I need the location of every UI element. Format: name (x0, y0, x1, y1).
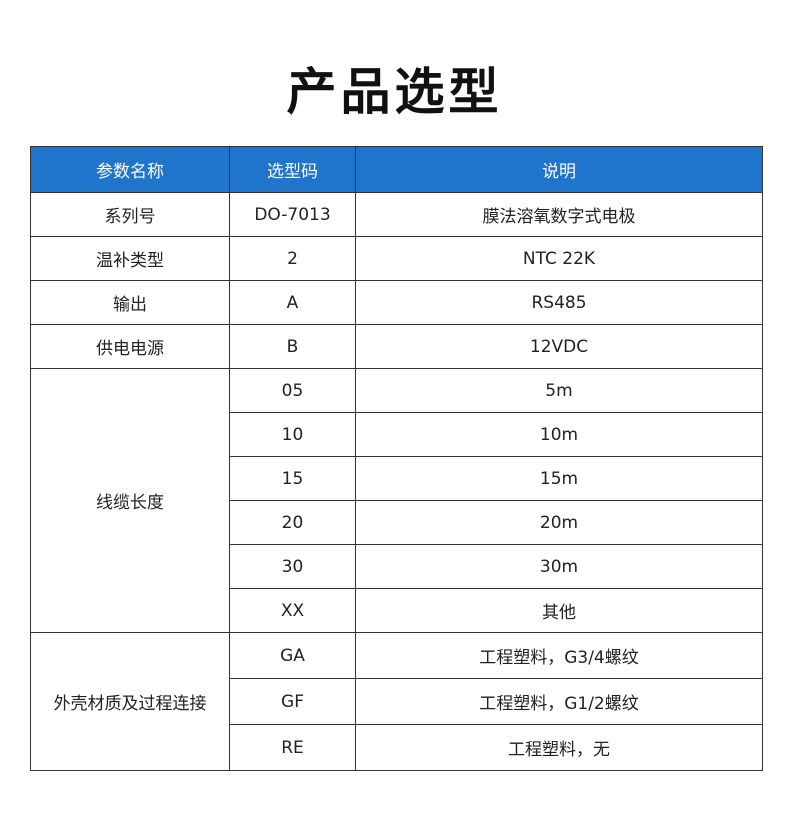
param-cell: 输出 (30, 280, 230, 325)
table-row: 供电电源 B 12VDC (30, 324, 763, 369)
code-cell: 05 (229, 368, 356, 413)
param-cell: 线缆长度 (30, 368, 230, 633)
table-row: 10 10m (31, 412, 763, 457)
desc-cell: RS485 (355, 280, 763, 325)
code-cell: 10 (229, 412, 356, 457)
table-row: 30 30m (31, 544, 763, 589)
desc-cell: 工程塑料，G3/4螺纹 (355, 632, 763, 679)
table-row: XX 其他 (31, 588, 763, 633)
table-row: 外壳材质及过程连接 GA 工程塑料，G3/4螺纹 (30, 632, 763, 771)
table-row: 输出 A RS485 (30, 280, 763, 325)
desc-cell: 12VDC (355, 324, 763, 369)
desc-cell: 膜法溶氧数字式电极 (355, 192, 763, 237)
param-cell: 温补类型 (30, 236, 230, 281)
desc-cell: 10m (355, 412, 763, 457)
selection-table: 参数名称 选型码 说明 系列号 DO-7013 膜法溶氧数字式电极 温补类型 2 NTC … (30, 146, 763, 771)
code-cell: B (229, 324, 356, 369)
table-row: RE 工程塑料，无 (31, 724, 763, 771)
desc-cell: 20m (355, 500, 763, 545)
code-cell: 30 (229, 544, 356, 589)
code-cell: 15 (229, 456, 356, 501)
header-desc: 说明 (355, 146, 763, 193)
header-param: 参数名称 (30, 146, 230, 193)
table-row: 15 15m (31, 456, 763, 501)
code-cell: 2 (229, 236, 356, 281)
desc-cell: 5m (355, 368, 763, 413)
table-row: 线缆长度 05 5m (30, 368, 763, 633)
code-cell: GA (229, 632, 356, 679)
param-cell: 供电电源 (30, 324, 230, 369)
code-cell: RE (229, 724, 356, 771)
param-cell: 系列号 (30, 192, 230, 237)
param-cell: 外壳材质及过程连接 (30, 632, 230, 771)
table-row: 温补类型 2 NTC 22K (30, 236, 763, 281)
desc-cell: 30m (355, 544, 763, 589)
code-cell: 20 (229, 500, 356, 545)
header-row: 参数名称 选型码 说明 (30, 146, 763, 193)
code-cell: GF (229, 678, 356, 725)
table-row: GF 工程塑料，G1/2螺纹 (31, 678, 763, 725)
desc-cell: 工程塑料，无 (355, 724, 763, 771)
code-cell: A (229, 280, 356, 325)
code-cell: XX (229, 588, 356, 633)
code-cell: DO-7013 (229, 192, 356, 237)
table-row: 系列号 DO-7013 膜法溶氧数字式电极 (30, 192, 763, 237)
desc-cell: 15m (355, 456, 763, 501)
page-title: 产品选型 (286, 63, 503, 121)
desc-cell: 其他 (355, 588, 763, 633)
header-code: 选型码 (229, 146, 356, 193)
table-row: 20 20m (31, 500, 763, 545)
desc-cell: 工程塑料，G1/2螺纹 (355, 678, 763, 725)
desc-cell: NTC 22K (355, 236, 763, 281)
